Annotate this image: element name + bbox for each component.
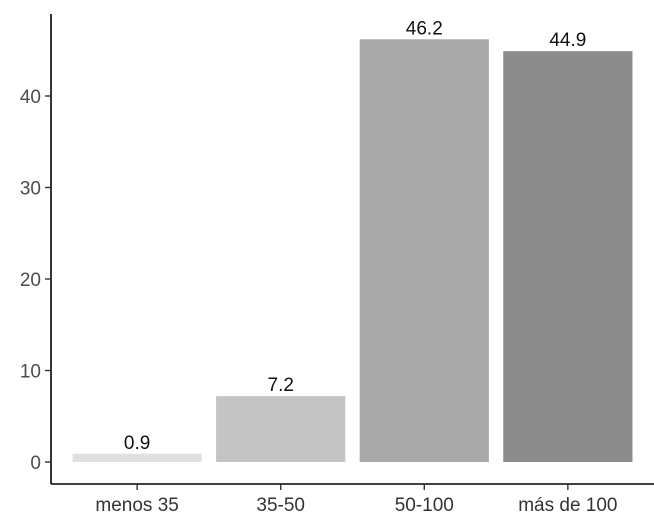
x-tick-label: más de 100: [518, 495, 617, 515]
x-tick-label: menos 35: [95, 495, 178, 515]
y-tick-label: 40: [20, 87, 41, 108]
x-axis: menos 35 35-50 50-100 más de 100: [51, 483, 654, 515]
bars-layer: [72, 39, 633, 463]
data-label: 46.2: [406, 18, 443, 39]
bar: [503, 51, 633, 462]
x-tick-label: 50-100: [395, 495, 454, 515]
data-label: 44.9: [549, 30, 586, 51]
y-tick-label: 0: [30, 453, 41, 474]
bar: [216, 396, 346, 462]
data-label: 7.2: [268, 375, 294, 396]
data-label: 0.9: [124, 433, 150, 454]
y-tick-label: 10: [20, 362, 41, 383]
bar: [72, 453, 202, 462]
y-tick-label: 20: [20, 270, 41, 291]
y-axis: 0 10 20 30 40: [20, 14, 52, 484]
x-tick-label: 35-50: [256, 495, 305, 515]
bar: [359, 39, 489, 463]
y-tick-label: 30: [20, 179, 41, 200]
data-labels-layer: 0.9 7.2 46.2 44.9: [124, 18, 586, 453]
